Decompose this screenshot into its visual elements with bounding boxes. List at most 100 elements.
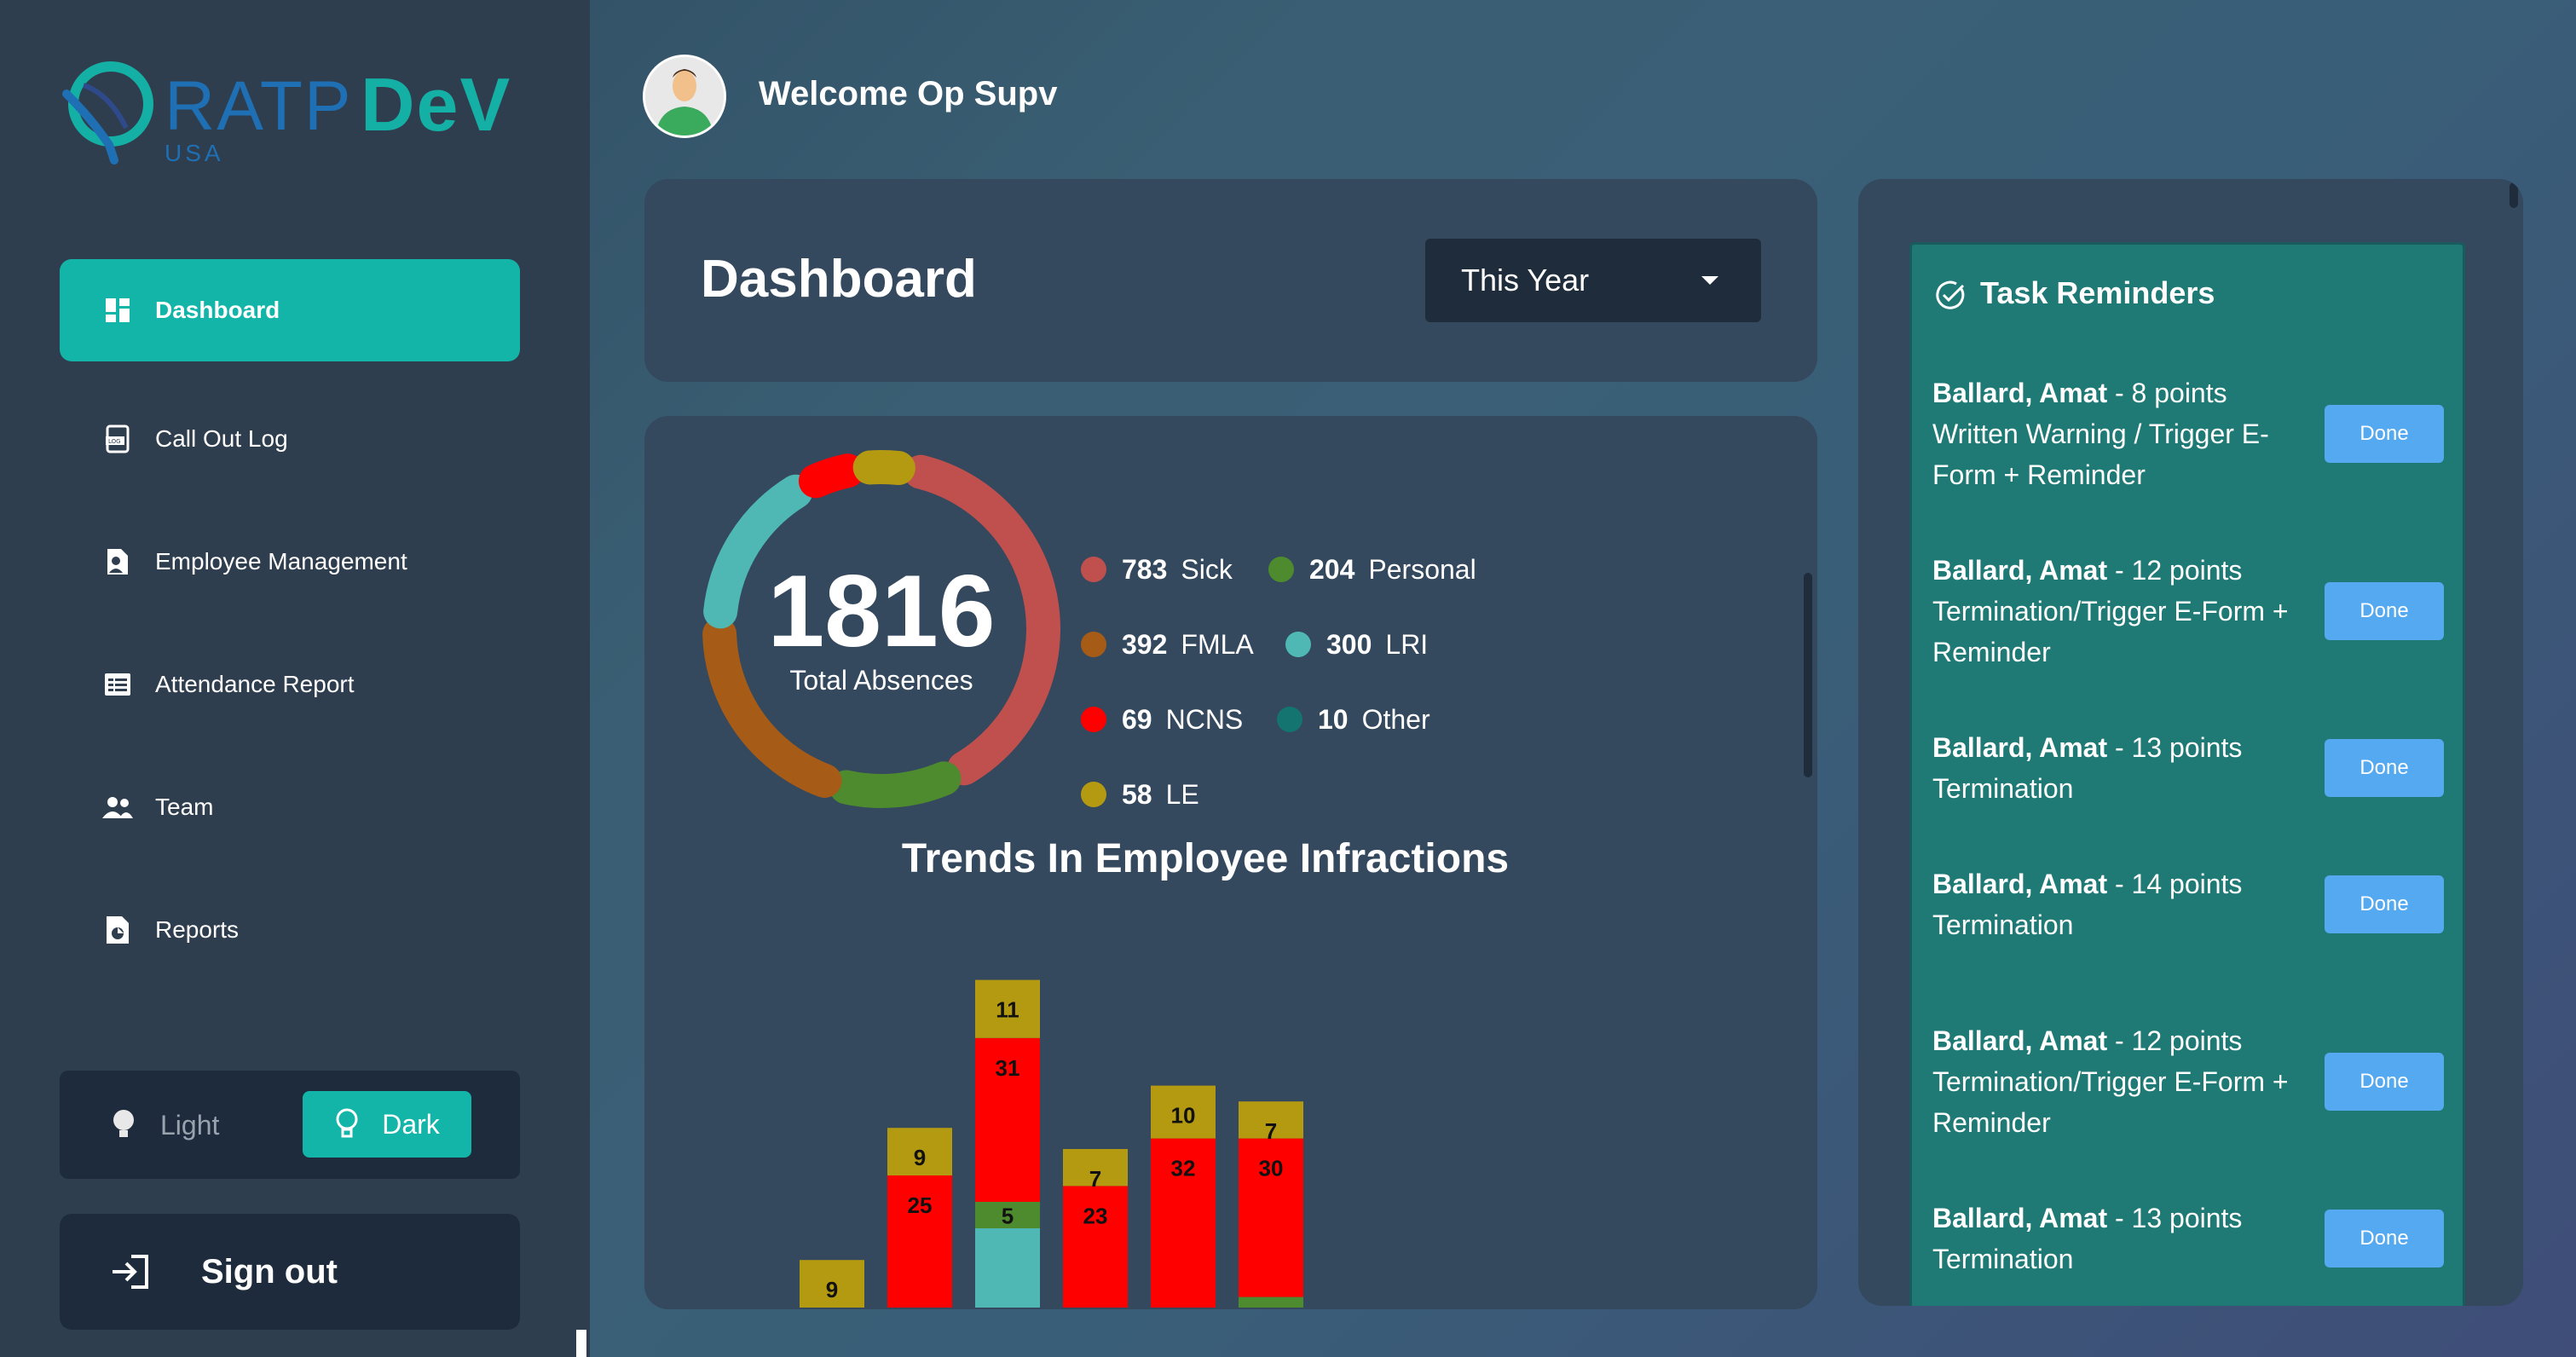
task-item: Ballard, Amat - 8 points Written Warning… bbox=[1932, 372, 2452, 495]
task-done-button[interactable]: Done bbox=[2325, 582, 2444, 640]
legend-label: LE bbox=[1165, 778, 1199, 810]
bar-segment[interactable] bbox=[1239, 1101, 1303, 1139]
legend-value: 69 bbox=[1122, 703, 1152, 735]
legend-item-lri[interactable]: 300 LRI bbox=[1285, 626, 1428, 663]
task-employee-name: Ballard, Amat bbox=[1932, 1025, 2108, 1056]
legend-dot bbox=[1268, 557, 1294, 582]
legend-item-fmla[interactable]: 392 FMLA bbox=[1081, 626, 1254, 663]
task-item: Ballard, Amat - 13 points Termination Don… bbox=[1932, 1198, 2452, 1279]
bar-segment[interactable] bbox=[975, 1037, 1040, 1202]
sidebar-item-label: Employee Management bbox=[155, 548, 407, 575]
legend-label: FMLA bbox=[1181, 628, 1254, 660]
logo-sub-brand: DeV bbox=[361, 62, 512, 147]
donut-slice-le[interactable] bbox=[852, 450, 915, 486]
bar-data-label: 7 bbox=[1089, 1166, 1101, 1192]
legend-dot bbox=[1081, 557, 1106, 582]
donut-slice-personal[interactable] bbox=[829, 761, 962, 808]
sidebar-item-reports[interactable]: Reports bbox=[60, 879, 520, 981]
task-item: Ballard, Amat - 14 points Termination Don… bbox=[1932, 863, 2452, 945]
bar-data-label: 30 bbox=[1259, 1156, 1284, 1181]
task-done-button[interactable]: Done bbox=[2325, 875, 2444, 933]
donut-slice-ncns[interactable] bbox=[798, 453, 865, 499]
bar-data-label: 32 bbox=[1171, 1156, 1196, 1181]
task-detail: - 14 points Termination bbox=[1932, 869, 2243, 940]
sidebar-item-label: Dashboard bbox=[155, 297, 280, 323]
donut-slice-fmla[interactable] bbox=[702, 616, 842, 798]
welcome-message: Welcome Op Supv bbox=[759, 75, 1058, 113]
bar-segment[interactable] bbox=[975, 979, 1040, 1038]
sidebar-item-call-out-log[interactable]: LOG Call Out Log bbox=[60, 388, 520, 490]
task-done-button[interactable]: Done bbox=[2325, 405, 2444, 463]
legend-item-other[interactable]: 10 Other bbox=[1277, 701, 1430, 738]
bar-data-label: 9 bbox=[826, 1277, 838, 1302]
tasks-scrollbar[interactable] bbox=[2510, 182, 2518, 208]
sidebar-item-team[interactable]: Team bbox=[60, 756, 520, 858]
bar-segment[interactable] bbox=[800, 1260, 864, 1308]
chart-scrollbar[interactable] bbox=[1804, 573, 1812, 777]
logo-mark-icon bbox=[62, 61, 153, 165]
legend-item-le[interactable]: 58 LE bbox=[1081, 776, 1199, 813]
sidebar-item-label: Team bbox=[155, 794, 214, 820]
sidebar-item-attendance-report[interactable]: Attendance Report bbox=[60, 633, 520, 736]
task-done-button[interactable]: Done bbox=[2325, 1210, 2444, 1267]
chevron-down-icon bbox=[1701, 276, 1718, 285]
task-detail: - 12 points Termination/Trigger E-Form +… bbox=[1932, 1025, 2289, 1138]
bar-segment[interactable] bbox=[975, 1228, 1040, 1308]
task-done-button[interactable]: Done bbox=[2325, 739, 2444, 797]
sidebar-item-employee-management[interactable]: Employee Management bbox=[60, 511, 520, 613]
bar-segment[interactable] bbox=[1063, 1149, 1128, 1187]
theme-toggle: Light Dark bbox=[60, 1071, 520, 1179]
task-text: Ballard, Amat - 13 points Termination bbox=[1932, 727, 2290, 809]
theme-light-label: Light bbox=[160, 1109, 220, 1140]
task-text: Ballard, Amat - 14 points Termination bbox=[1932, 863, 2290, 945]
logo-brand: RATP bbox=[165, 67, 353, 145]
team-icon bbox=[102, 792, 133, 823]
legend-label: NCNS bbox=[1165, 703, 1244, 735]
bar-segment[interactable] bbox=[1239, 1296, 1303, 1308]
legend-label: Other bbox=[1361, 703, 1430, 735]
donut-slice-lri[interactable] bbox=[703, 474, 813, 629]
donut-total: 1816 bbox=[767, 554, 996, 668]
donut-total-label: Total Absences bbox=[789, 665, 973, 696]
legend-item-sick[interactable]: 783 Sick bbox=[1081, 551, 1233, 588]
sidebar-item-dashboard[interactable]: Dashboard bbox=[60, 259, 520, 361]
bar-data-label: 7 bbox=[1265, 1118, 1277, 1144]
legend-dot bbox=[1081, 632, 1106, 657]
legend-dot bbox=[1081, 707, 1106, 732]
task-detail: - 8 points Written Warning / Trigger E-F… bbox=[1932, 378, 2269, 490]
user-avatar-icon bbox=[645, 57, 724, 136]
reports-icon bbox=[102, 915, 133, 945]
absences-donut bbox=[702, 450, 1060, 808]
legend-item-personal[interactable]: 204 Personal bbox=[1268, 551, 1476, 588]
period-select[interactable]: This Year bbox=[1425, 239, 1761, 322]
theme-dark-button[interactable]: Dark bbox=[303, 1091, 471, 1158]
bar-data-label: 10 bbox=[1171, 1103, 1196, 1129]
bar-data-label: 9 bbox=[914, 1145, 926, 1170]
donut-slice-sick[interactable] bbox=[903, 454, 1060, 786]
sidebar-item-label: Attendance Report bbox=[155, 671, 355, 697]
task-done-button[interactable]: Done bbox=[2325, 1053, 2444, 1111]
legend-value: 10 bbox=[1318, 703, 1349, 735]
legend-value: 392 bbox=[1122, 628, 1168, 660]
dashboard-icon bbox=[102, 295, 133, 326]
bar-segment[interactable] bbox=[1151, 1138, 1216, 1308]
resize-handle[interactable] bbox=[576, 1330, 586, 1357]
sidebar: RATP DeV USA Dashboard LOG Call Out Log … bbox=[0, 0, 590, 1357]
sign-out-button[interactable]: Sign out bbox=[60, 1214, 520, 1330]
task-text: Ballard, Amat - 12 points Termination/Tr… bbox=[1932, 1020, 2290, 1143]
bar-segment[interactable] bbox=[975, 1202, 1040, 1228]
bar-segment[interactable] bbox=[1063, 1186, 1128, 1308]
bar-segment[interactable] bbox=[1239, 1138, 1303, 1297]
lightbulb-icon bbox=[113, 1110, 134, 1137]
bar-segment[interactable] bbox=[887, 1175, 952, 1308]
bar-segment[interactable] bbox=[887, 1128, 952, 1175]
task-employee-name: Ballard, Amat bbox=[1932, 1203, 2108, 1233]
bar-segment[interactable] bbox=[1151, 1085, 1216, 1139]
trends-title: Trends In Employee Infractions bbox=[901, 836, 1510, 881]
legend-dot bbox=[1285, 632, 1311, 657]
bar-data-label: 11 bbox=[996, 997, 1019, 1023]
legend-dot bbox=[1081, 782, 1106, 807]
legend-item-ncns[interactable]: 69 NCNS bbox=[1081, 701, 1243, 738]
theme-light-button[interactable]: Light bbox=[111, 1100, 219, 1151]
avatar[interactable] bbox=[643, 55, 726, 138]
